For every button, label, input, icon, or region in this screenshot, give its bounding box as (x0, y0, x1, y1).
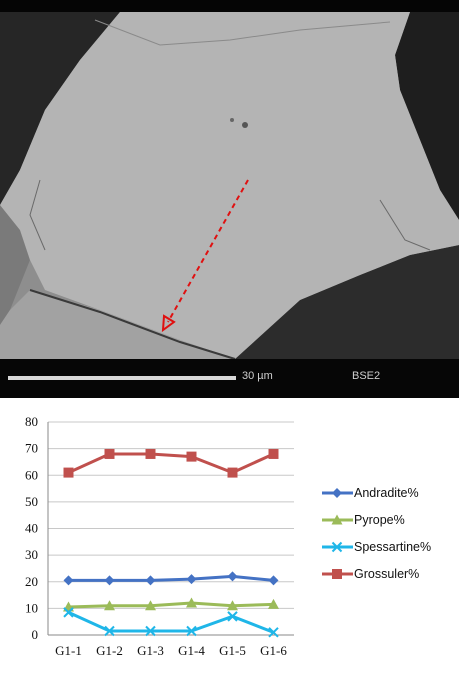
data-point (186, 574, 197, 585)
profile-arrow-line (167, 179, 249, 323)
data-point (186, 597, 197, 608)
series-line (67, 452, 275, 475)
series-line (68, 601, 274, 609)
dark-region-left (0, 12, 120, 205)
crack-left (29, 179, 46, 251)
grain-boundary (29, 289, 236, 360)
legend-label: Grossuler% (354, 567, 419, 581)
sem-micrograph: 30 µm BSE2 (0, 0, 459, 398)
legend-label: Andradite% (354, 486, 419, 500)
profile-arrowhead (161, 314, 176, 333)
series-layer (63, 448, 279, 638)
data-point (268, 575, 279, 586)
detector-label: BSE2 (352, 370, 381, 382)
data-point (104, 575, 115, 586)
data-point (227, 611, 238, 622)
y-tick-label: 80 (25, 414, 38, 429)
y-tick-label: 60 (25, 467, 38, 482)
data-point (104, 448, 115, 459)
data-point (227, 600, 238, 611)
data-point (63, 607, 74, 618)
series-line (67, 611, 275, 634)
garnet-composition-chart: 0 10 20 30 40 50 60 70 80 G1-1 G1-2 G1-3 G1-4 G1-5 G1-… (0, 398, 459, 669)
data-point (104, 600, 115, 611)
data-point (145, 625, 156, 637)
data-point (145, 575, 156, 586)
data-point (227, 571, 238, 582)
x-tick-label: G1-5 (219, 643, 246, 658)
garnet-grain (0, 12, 459, 359)
y-tick-label: 70 (25, 441, 38, 456)
dark-region-right (395, 12, 459, 220)
data-point (186, 625, 197, 637)
data-point (227, 467, 238, 478)
legend-marker (331, 514, 343, 525)
x-tick-label: G1-6 (260, 643, 287, 658)
data-point (104, 625, 115, 637)
data-point (145, 600, 156, 611)
legend-marker (332, 569, 342, 579)
y-tick-label: 30 (25, 547, 38, 562)
chart-canvas: 0 10 20 30 40 50 60 70 80 G1-1 G1-2 G1-3 G1-4 G1-5 G1-… (25, 414, 431, 658)
axis-layer: 0 10 20 30 40 50 60 70 80 G1-1 G1-2 G1-3 G1-4 G1-5 G1-… (25, 414, 294, 658)
scale-bar (8, 376, 236, 380)
x-tick-label: G1-4 (178, 643, 205, 658)
dark-region-bottom (235, 245, 459, 359)
legend-marker (332, 488, 342, 498)
legend-label: Pyrope% (354, 513, 405, 527)
y-tick-label: 0 (32, 627, 39, 642)
top-border (0, 0, 459, 12)
data-point (145, 448, 156, 459)
grain-left-edge (0, 205, 30, 325)
scale-label: 30 µm (242, 370, 273, 382)
grain-lower-left (0, 290, 235, 359)
crack-top (94, 19, 391, 46)
data-point (63, 467, 74, 478)
data-point (268, 627, 279, 638)
inclusion (242, 122, 248, 128)
series-line (68, 574, 274, 582)
x-tick-label: G1-1 (55, 643, 82, 658)
y-tick-label: 40 (25, 521, 38, 536)
x-tick-label: G1-2 (96, 643, 123, 658)
data-point (63, 575, 74, 586)
data-point (186, 451, 197, 462)
inclusion (230, 118, 234, 122)
legend: Andradite% Pyrope% Spessartine% Grossuler% (322, 486, 431, 581)
legend-marker (331, 541, 343, 553)
y-tick-label: 10 (25, 600, 38, 615)
data-point (268, 448, 279, 459)
crack-right (379, 199, 431, 251)
legend-label: Spessartine% (354, 540, 431, 554)
y-tick-label: 20 (25, 574, 38, 589)
data-point (268, 598, 279, 609)
y-tick-label: 50 (25, 494, 38, 509)
micrograph-image (0, 0, 459, 380)
x-tick-label: G1-3 (137, 643, 164, 658)
